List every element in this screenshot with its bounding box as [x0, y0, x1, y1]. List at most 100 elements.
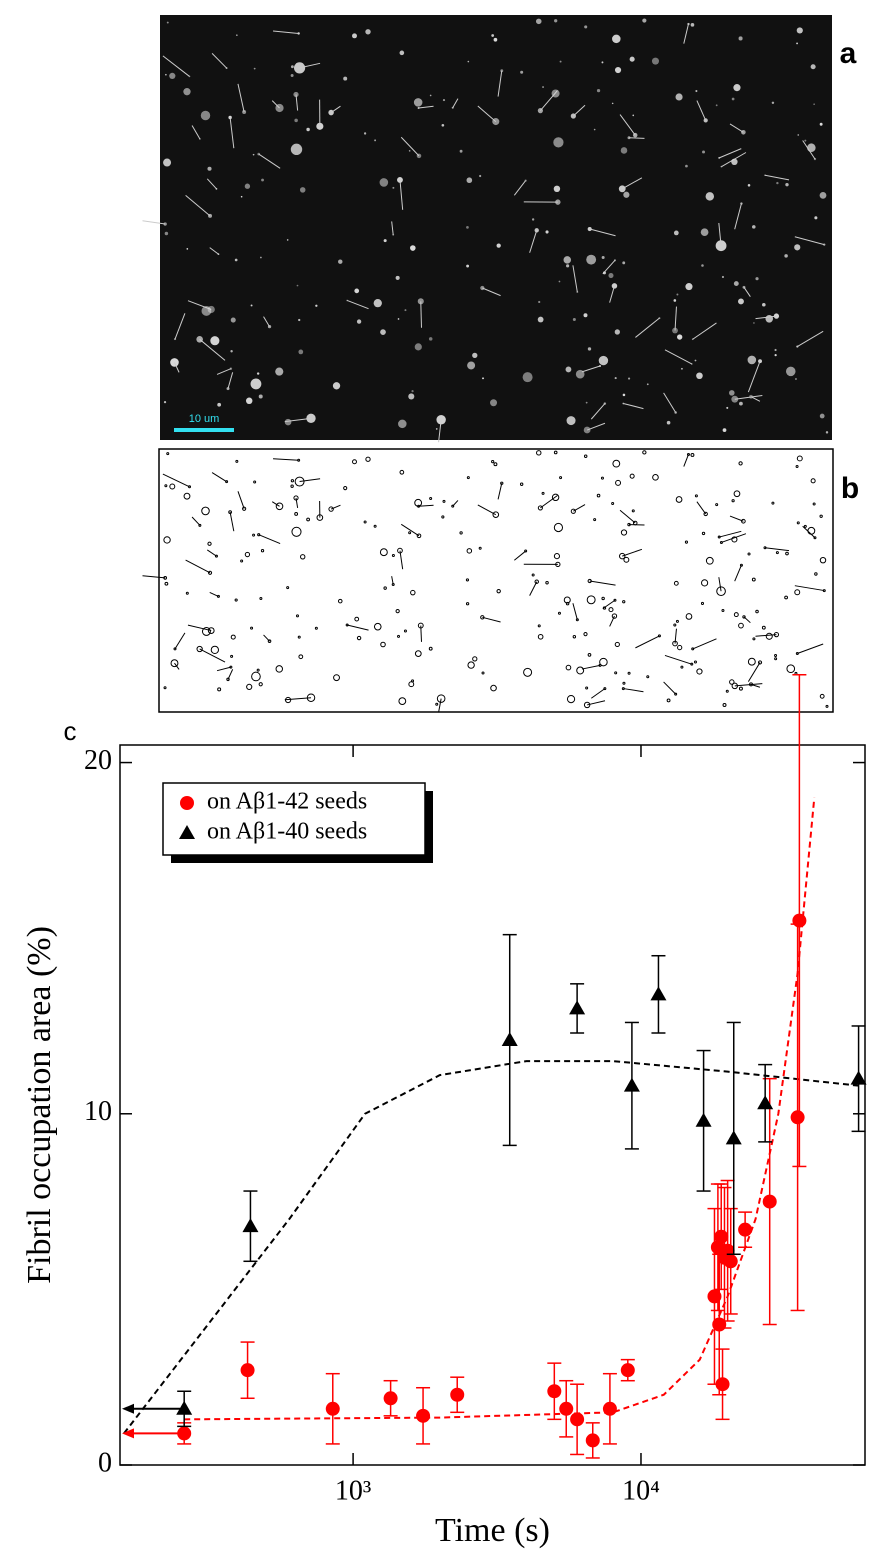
circle-marker: [450, 1387, 465, 1402]
speck: [810, 478, 816, 484]
speck: [290, 143, 303, 156]
speck: [246, 683, 253, 690]
fibril: [174, 362, 180, 373]
speck: [242, 506, 247, 511]
speck: [751, 577, 756, 582]
speck: [705, 192, 715, 201]
speck: [819, 556, 827, 564]
speck: [490, 684, 497, 692]
speck: [365, 29, 371, 35]
fibril: [609, 285, 615, 303]
fibril: [619, 509, 636, 524]
speck: [374, 139, 377, 142]
fibril: [284, 697, 312, 701]
speck: [163, 401, 167, 404]
speck: [338, 259, 343, 264]
speck: [813, 536, 817, 540]
speck: [784, 254, 788, 258]
speck: [726, 406, 729, 409]
fibril: [272, 30, 299, 34]
fibril: [797, 643, 824, 654]
speck: [343, 486, 348, 491]
speck: [230, 634, 236, 640]
fibril: [263, 316, 270, 327]
speck: [722, 702, 727, 707]
speck: [739, 401, 743, 406]
speck: [466, 264, 470, 268]
speck: [694, 359, 697, 362]
speck: [738, 298, 744, 305]
speck: [217, 402, 222, 407]
speck: [731, 158, 738, 166]
speck: [601, 596, 605, 601]
speck: [250, 378, 262, 390]
speck: [600, 476, 604, 480]
speck: [250, 626, 254, 630]
speck: [284, 418, 292, 426]
speck: [700, 601, 705, 605]
fibril: [589, 228, 616, 237]
fibril: [764, 174, 790, 181]
speck: [559, 60, 562, 63]
plot: 0 10 20 10³ 10⁴ Time (s) Fibril occupation are…: [21, 674, 867, 1549]
speck: [398, 697, 407, 706]
speck: [675, 619, 679, 623]
speck: [441, 123, 445, 127]
speck: [673, 299, 677, 302]
speck: [613, 598, 617, 602]
speck: [519, 482, 524, 486]
plot-frame: [119, 744, 866, 1466]
speck: [493, 462, 498, 467]
speck: [286, 239, 289, 241]
speck: [646, 383, 649, 386]
speck: [586, 254, 597, 265]
speck: [585, 686, 589, 690]
fibril: [586, 422, 606, 431]
speck: [810, 64, 816, 70]
speck: [534, 579, 539, 584]
speck: [794, 244, 801, 251]
speck: [253, 480, 257, 484]
speck: [747, 657, 756, 666]
speck: [472, 656, 478, 662]
speck: [593, 518, 597, 522]
fibril: [391, 576, 394, 585]
fibril: [271, 501, 280, 507]
speck: [535, 18, 542, 25]
legend-label: on Aβ1-42 seeds: [207, 789, 367, 815]
speck: [803, 524, 807, 528]
fibril: [174, 662, 180, 670]
speck: [210, 645, 220, 655]
fibril: [391, 221, 394, 235]
speck: [702, 150, 706, 154]
speck: [620, 147, 628, 154]
fibril: [755, 315, 777, 320]
fibril: [750, 396, 761, 402]
speck: [807, 143, 816, 153]
speck: [481, 671, 485, 675]
fit-line: [123, 1060, 859, 1435]
speck: [399, 469, 405, 475]
speck: [267, 639, 272, 643]
speck: [429, 94, 432, 97]
speck: [608, 272, 614, 279]
speck: [259, 597, 263, 601]
speck: [785, 551, 789, 556]
speck: [465, 578, 470, 582]
fibril: [273, 458, 299, 461]
fibril: [482, 287, 501, 297]
fibril: [263, 634, 270, 642]
speck: [722, 428, 727, 432]
fibril: [529, 230, 538, 253]
panel-label: b: [841, 472, 859, 505]
speck: [771, 501, 775, 505]
fibril: [227, 669, 234, 680]
speck: [729, 390, 735, 396]
y-tick-label: 0: [98, 1447, 112, 1478]
triangle-marker: [695, 1112, 712, 1127]
speck: [166, 452, 170, 456]
speck: [306, 127, 310, 132]
speck: [601, 255, 605, 259]
fibril: [794, 585, 825, 592]
triangle-marker: [850, 1070, 867, 1085]
